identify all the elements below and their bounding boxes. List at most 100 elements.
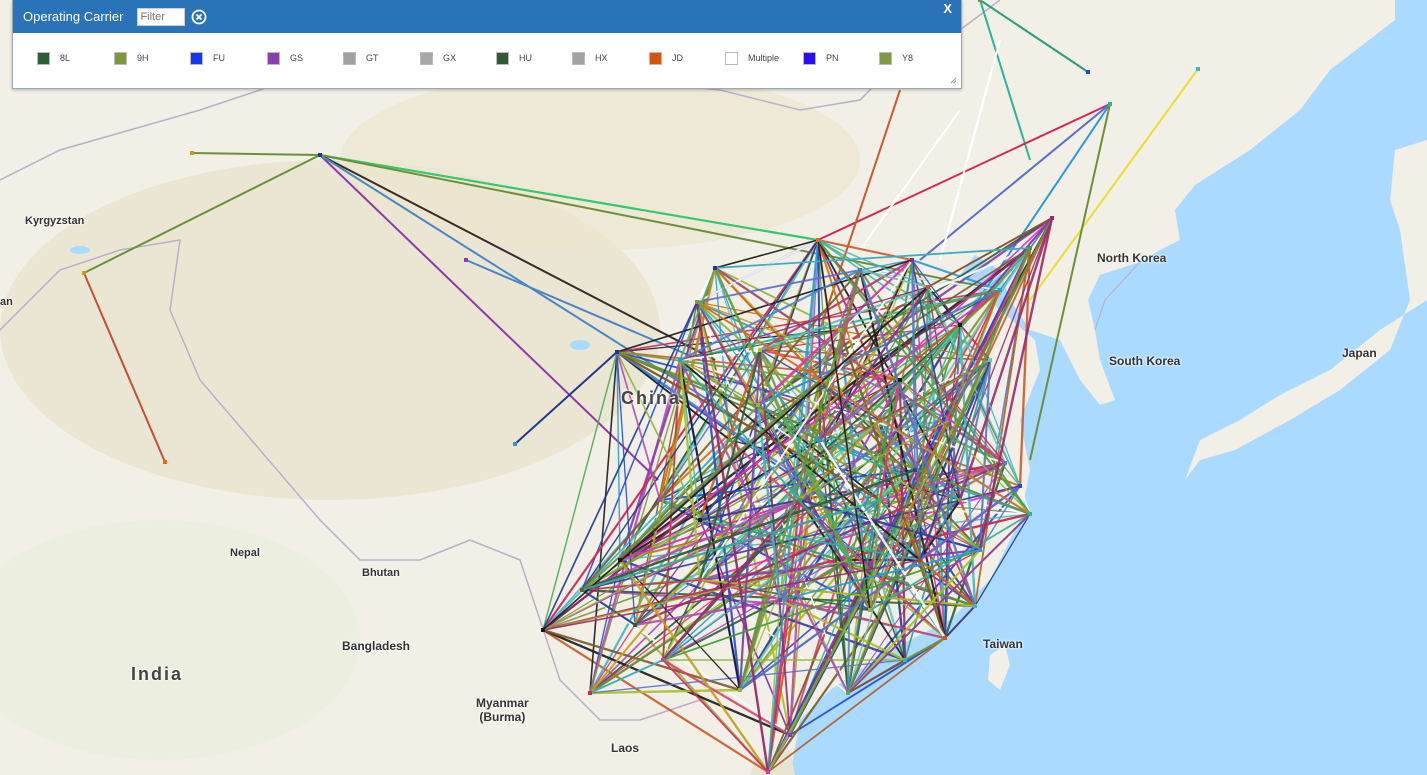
airport-marker[interactable] bbox=[958, 323, 962, 327]
legend-label: FU bbox=[213, 53, 225, 63]
route-line bbox=[616, 351, 661, 501]
route-line bbox=[696, 269, 861, 303]
airport-marker[interactable] bbox=[541, 628, 545, 632]
airport-marker[interactable] bbox=[816, 238, 820, 242]
airport-marker[interactable] bbox=[190, 151, 194, 155]
airport-marker[interactable] bbox=[958, 498, 962, 502]
airport-marker[interactable] bbox=[978, 0, 982, 2]
resize-grip-icon[interactable] bbox=[950, 77, 957, 84]
label-japan: Japan bbox=[1342, 346, 1377, 360]
airport-marker[interactable] bbox=[1028, 246, 1032, 250]
airport-marker[interactable] bbox=[513, 442, 517, 446]
airport-marker[interactable] bbox=[464, 258, 468, 262]
airport-marker[interactable] bbox=[978, 548, 982, 552]
airport-marker[interactable] bbox=[758, 348, 762, 352]
airport-marker[interactable] bbox=[878, 498, 882, 502]
airport-marker[interactable] bbox=[618, 558, 622, 562]
route-line bbox=[581, 301, 698, 591]
legend-item-gs[interactable]: GS bbox=[267, 50, 303, 66]
airport-marker[interactable] bbox=[318, 153, 322, 157]
legend-label: GX bbox=[443, 53, 457, 63]
legend-item-gx[interactable]: GX bbox=[420, 50, 456, 66]
airport-marker[interactable] bbox=[926, 285, 930, 289]
close-legend-button[interactable]: X bbox=[943, 1, 952, 16]
route-line bbox=[757, 289, 1001, 406]
airport-marker[interactable] bbox=[580, 588, 584, 592]
legend-label: 8L bbox=[60, 53, 71, 63]
legend-item-multiple[interactable]: Multiple bbox=[725, 50, 779, 66]
route-line bbox=[616, 351, 821, 381]
airport-marker[interactable] bbox=[868, 608, 872, 612]
airport-marker[interactable] bbox=[1003, 461, 1007, 465]
airport-marker[interactable] bbox=[756, 403, 760, 407]
country-border-3 bbox=[1094, 261, 1141, 331]
airport-marker[interactable] bbox=[1028, 512, 1032, 516]
airport-marker[interactable] bbox=[633, 623, 637, 627]
airport-marker[interactable] bbox=[698, 518, 702, 522]
airport-marker[interactable] bbox=[588, 691, 592, 695]
airport-marker[interactable] bbox=[878, 418, 882, 422]
airport-marker[interactable] bbox=[838, 328, 842, 332]
clear-filter-icon[interactable] bbox=[191, 9, 207, 25]
airport-marker[interactable] bbox=[728, 438, 732, 442]
route-line bbox=[767, 637, 946, 773]
route-line bbox=[581, 498, 881, 592]
route-line bbox=[588, 359, 682, 694]
legend-item-9h[interactable]: 9H bbox=[114, 50, 149, 66]
airport-marker[interactable] bbox=[788, 733, 792, 737]
airport-marker[interactable] bbox=[615, 350, 619, 354]
airport-marker[interactable] bbox=[1050, 216, 1054, 220]
route-line bbox=[958, 217, 1054, 501]
airport-marker[interactable] bbox=[778, 598, 782, 602]
route-line bbox=[662, 659, 791, 736]
airport-marker[interactable] bbox=[661, 658, 665, 662]
route-line bbox=[319, 154, 819, 241]
airport-marker[interactable] bbox=[695, 300, 699, 304]
route-line bbox=[817, 239, 1006, 464]
airport-marker[interactable] bbox=[798, 498, 802, 502]
route-line bbox=[679, 359, 741, 691]
airport-marker[interactable] bbox=[943, 636, 947, 640]
airport-marker[interactable] bbox=[988, 358, 992, 362]
airport-marker[interactable] bbox=[163, 460, 167, 464]
airport-marker[interactable] bbox=[898, 378, 902, 382]
legend-item-8l[interactable]: 8L bbox=[37, 50, 70, 66]
airport-marker[interactable] bbox=[738, 688, 742, 692]
airport-marker[interactable] bbox=[998, 288, 1002, 292]
legend-swatch bbox=[803, 51, 816, 65]
legend-item-hx[interactable]: HX bbox=[572, 50, 608, 66]
airport-marker[interactable] bbox=[766, 770, 770, 774]
airport-marker[interactable] bbox=[903, 658, 907, 662]
airport-marker[interactable] bbox=[818, 438, 822, 442]
legend-item-y8[interactable]: Y8 bbox=[879, 50, 913, 66]
airport-marker[interactable] bbox=[858, 268, 862, 272]
airport-marker[interactable] bbox=[818, 378, 822, 382]
airport-marker[interactable] bbox=[913, 468, 917, 472]
airport-marker[interactable] bbox=[948, 418, 952, 422]
legend-item-pn[interactable]: PN bbox=[803, 50, 839, 66]
airport-marker[interactable] bbox=[82, 271, 86, 275]
legend-item-fu[interactable]: FU bbox=[190, 50, 225, 66]
airport-marker[interactable] bbox=[848, 558, 852, 562]
airport-marker[interactable] bbox=[1108, 102, 1112, 106]
legend-item-gt[interactable]: GT bbox=[343, 50, 379, 66]
legend-item-jd[interactable]: JD bbox=[649, 50, 683, 66]
filter-input[interactable] bbox=[137, 7, 186, 26]
airport-marker[interactable] bbox=[713, 266, 717, 270]
route-line bbox=[542, 301, 698, 631]
airport-marker[interactable] bbox=[918, 558, 922, 562]
airport-marker[interactable] bbox=[846, 691, 850, 695]
route-line bbox=[729, 289, 1001, 441]
airport-marker[interactable] bbox=[973, 604, 977, 608]
airport-marker[interactable] bbox=[1018, 484, 1022, 488]
airport-marker[interactable] bbox=[658, 498, 662, 502]
airport-marker[interactable] bbox=[910, 258, 914, 262]
route-line bbox=[847, 259, 913, 694]
airport-marker[interactable] bbox=[1196, 67, 1200, 71]
legend-item-hu[interactable]: HU bbox=[496, 50, 532, 66]
airport-marker[interactable] bbox=[678, 358, 682, 362]
airport-marker[interactable] bbox=[698, 578, 702, 582]
route-line bbox=[714, 267, 916, 471]
airport-marker[interactable] bbox=[1086, 70, 1090, 74]
